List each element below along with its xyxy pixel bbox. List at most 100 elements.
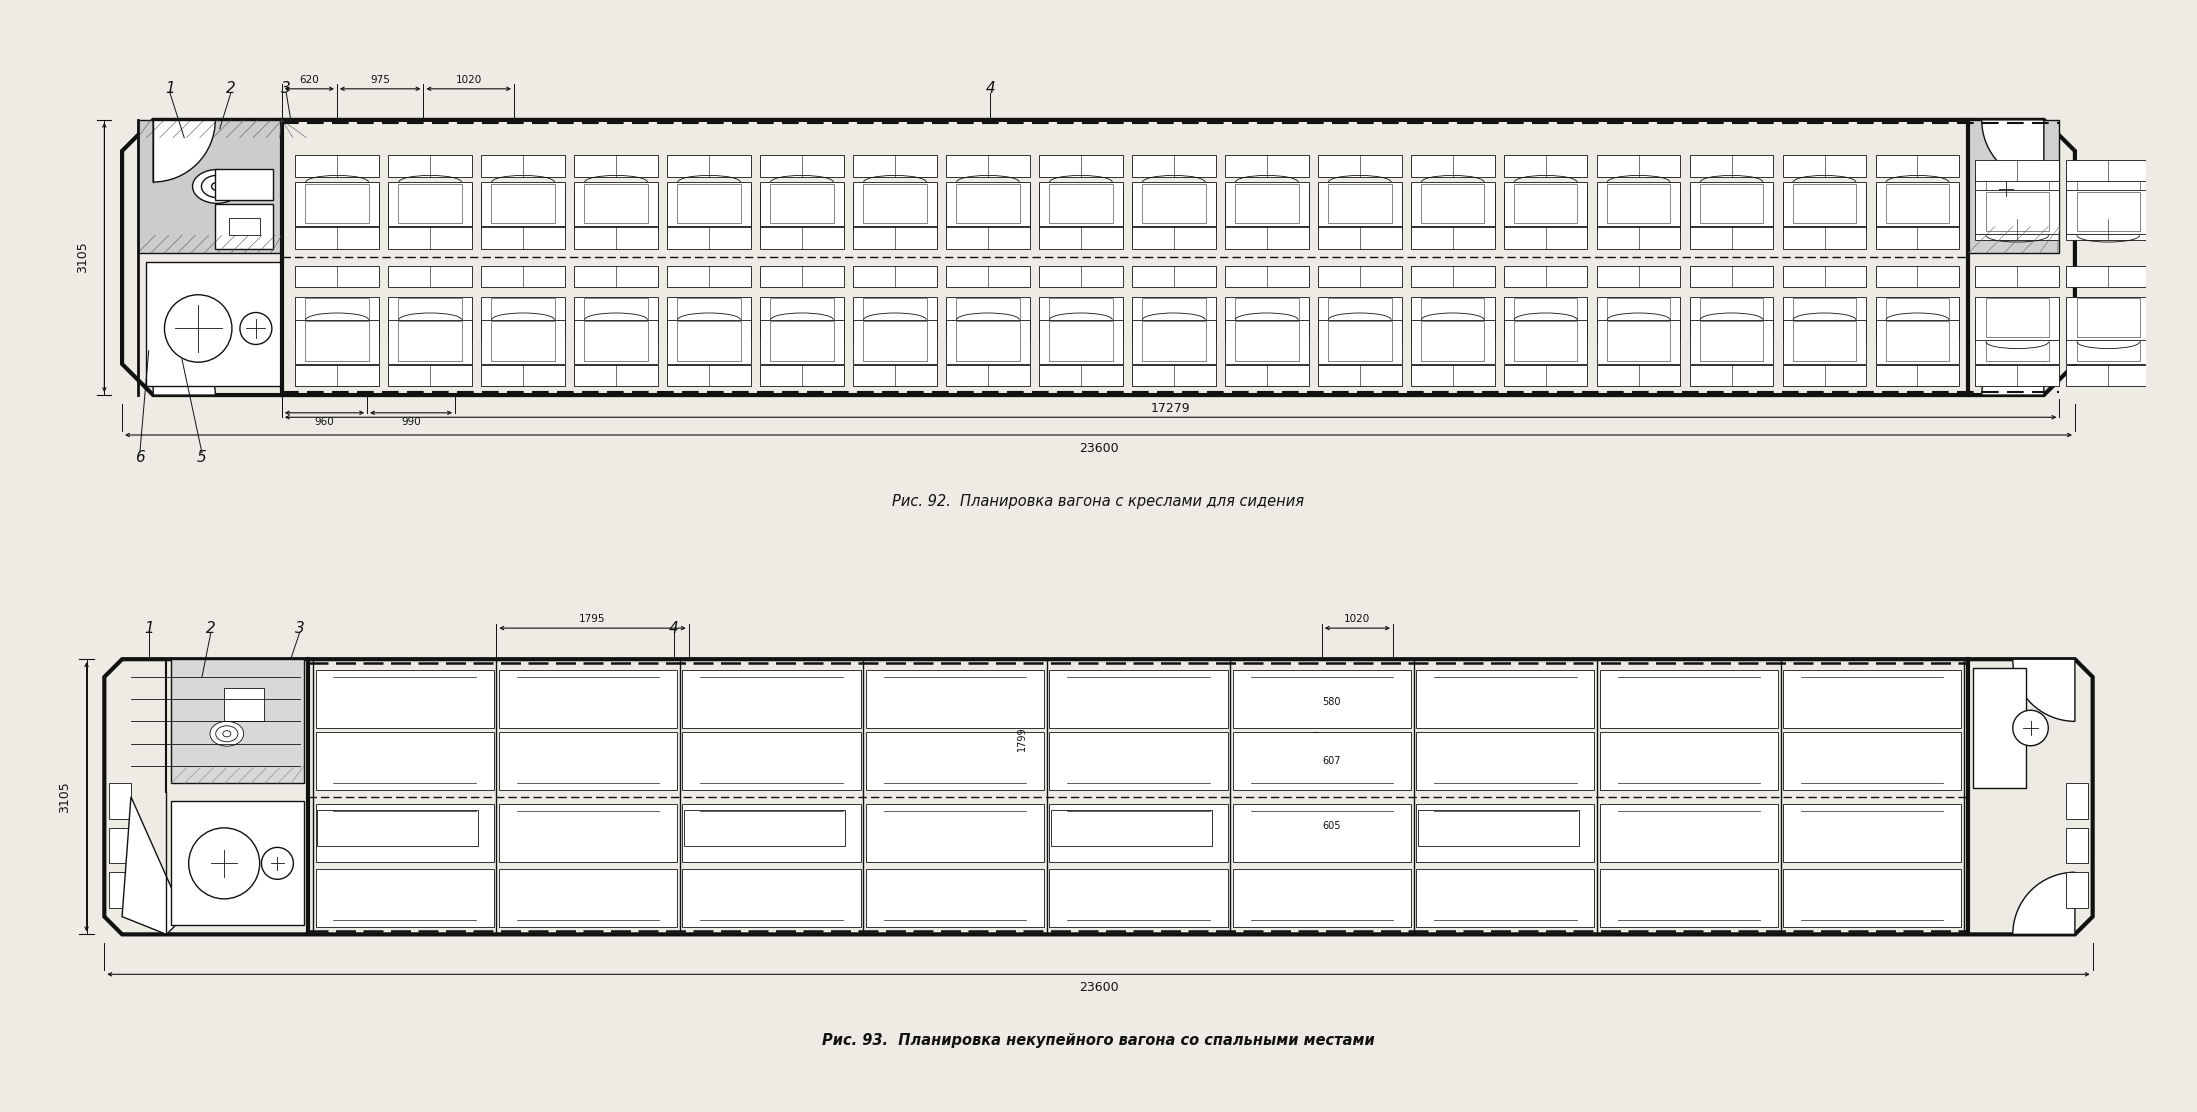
Bar — [1599, 732, 1777, 790]
Bar — [110, 872, 132, 907]
Circle shape — [189, 827, 259, 898]
Wedge shape — [154, 332, 215, 395]
Bar — [1050, 187, 1112, 227]
Bar — [760, 228, 844, 249]
Bar — [760, 182, 844, 226]
Bar — [1226, 365, 1309, 386]
Text: Рис. 93.  Планировка некупейного вагона со спальными местами: Рис. 93. Планировка некупейного вагона с… — [822, 1033, 1375, 1049]
Bar — [1969, 120, 2059, 254]
Bar — [2067, 297, 2151, 340]
Bar — [1235, 187, 1298, 227]
Bar — [389, 297, 472, 340]
Bar — [677, 321, 740, 360]
Bar — [668, 182, 751, 226]
Bar — [1975, 320, 2059, 364]
Bar — [683, 804, 861, 862]
Bar — [863, 183, 927, 222]
Bar — [668, 365, 751, 386]
Bar — [398, 187, 461, 227]
Bar — [294, 365, 380, 386]
Bar — [1793, 321, 1856, 360]
Bar — [668, 228, 751, 249]
Bar — [573, 320, 657, 364]
Bar — [1689, 297, 1773, 340]
Bar — [1782, 228, 1867, 249]
Text: 2: 2 — [207, 620, 215, 636]
Bar — [389, 186, 472, 229]
Bar — [1793, 298, 1856, 337]
Bar — [1975, 190, 2059, 234]
Bar — [866, 732, 1044, 790]
Bar — [1417, 732, 1595, 790]
Bar — [852, 320, 936, 364]
Bar — [1876, 182, 1960, 226]
Text: 17279: 17279 — [1151, 401, 1191, 415]
Bar — [294, 186, 380, 229]
Bar — [1689, 320, 1773, 364]
Bar — [584, 321, 648, 360]
Text: 3: 3 — [294, 620, 305, 636]
Text: 607: 607 — [1323, 756, 1340, 766]
Bar — [171, 659, 303, 784]
Bar — [1503, 365, 1588, 386]
Bar — [1318, 156, 1402, 177]
Circle shape — [165, 295, 233, 363]
Bar — [947, 228, 1030, 249]
Bar — [866, 669, 1044, 728]
Bar — [398, 321, 461, 360]
Bar — [1410, 228, 1494, 249]
Bar — [1503, 156, 1588, 177]
Bar — [1039, 297, 1123, 340]
Bar — [760, 320, 844, 364]
Bar — [316, 870, 494, 927]
Bar — [110, 784, 132, 818]
Bar — [852, 228, 936, 249]
Bar — [481, 297, 565, 340]
Bar — [1784, 804, 1962, 862]
Bar — [1039, 267, 1123, 288]
Bar — [1876, 320, 1960, 364]
Bar — [760, 365, 844, 386]
Bar — [481, 365, 565, 386]
Bar — [1142, 321, 1206, 360]
Bar — [1599, 669, 1777, 728]
Bar — [852, 267, 936, 288]
Bar — [1597, 320, 1681, 364]
Text: 1: 1 — [143, 620, 154, 636]
Bar — [1327, 187, 1391, 227]
Bar — [1700, 187, 1764, 227]
Text: 5: 5 — [198, 449, 207, 465]
Ellipse shape — [222, 731, 231, 737]
Bar — [760, 186, 844, 229]
Bar — [294, 267, 380, 288]
Bar — [1885, 183, 1949, 222]
Text: 1020: 1020 — [455, 75, 481, 85]
Bar — [1039, 156, 1123, 177]
Bar — [228, 218, 259, 236]
Bar — [481, 320, 565, 364]
Bar — [573, 182, 657, 226]
Bar — [2065, 872, 2087, 907]
Bar — [492, 321, 556, 360]
Bar — [1233, 732, 1410, 790]
Text: 1020: 1020 — [1345, 614, 1371, 624]
Bar — [389, 228, 472, 249]
Bar — [147, 262, 281, 386]
Bar — [1050, 321, 1112, 360]
Bar — [1318, 267, 1402, 288]
Bar — [584, 298, 648, 337]
Bar — [2067, 190, 2151, 234]
Bar — [760, 156, 844, 177]
Bar — [1235, 183, 1298, 222]
Bar — [1689, 182, 1773, 226]
Bar — [852, 156, 936, 177]
Bar — [1050, 811, 1213, 845]
Bar — [1986, 175, 2050, 215]
Bar — [1597, 156, 1681, 177]
Bar — [1599, 804, 1777, 862]
Bar — [683, 870, 861, 927]
Bar — [398, 298, 461, 337]
Bar — [316, 804, 494, 862]
Bar — [1131, 365, 1215, 386]
Bar — [1782, 267, 1867, 288]
